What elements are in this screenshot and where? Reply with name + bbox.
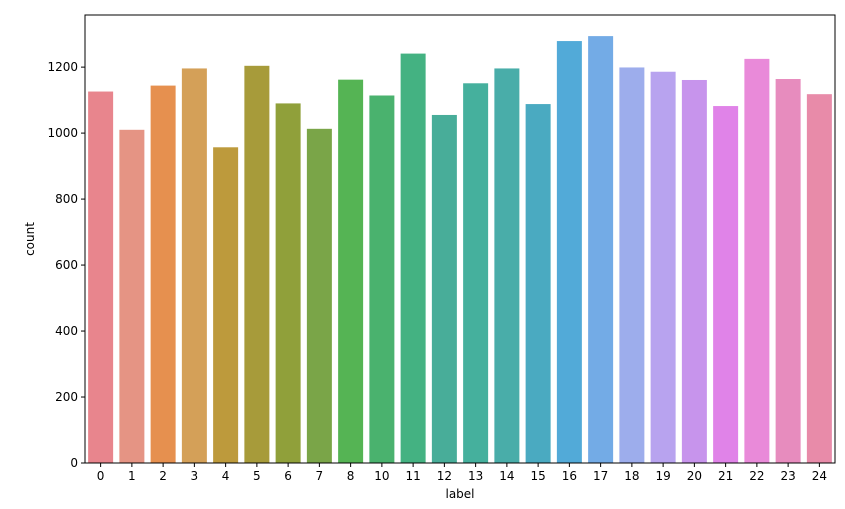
x-tick-label: 12 <box>437 469 452 483</box>
bar-8 <box>338 79 364 463</box>
bar-12 <box>431 114 457 463</box>
x-tick-label: 10 <box>374 469 389 483</box>
y-tick-label: 600 <box>55 258 78 272</box>
bar-3 <box>181 68 207 463</box>
bar-10 <box>369 95 395 463</box>
y-tick-label: 400 <box>55 324 78 338</box>
x-tick-label: 1 <box>128 469 136 483</box>
x-tick-label: 2 <box>159 469 167 483</box>
bar-17 <box>588 36 614 463</box>
x-tick-label: 24 <box>812 469 827 483</box>
x-tick-label: 21 <box>718 469 733 483</box>
plot-frame <box>84 14 836 464</box>
y-tick-label: 0 <box>70 456 78 470</box>
x-tick-label: 8 <box>347 469 355 483</box>
x-tick-label: 19 <box>655 469 670 483</box>
bar-23 <box>775 79 801 463</box>
bar-2 <box>150 85 176 464</box>
x-tick-label: 22 <box>749 469 764 483</box>
bar-22 <box>744 58 770 464</box>
y-tick-label: 1000 <box>47 126 78 140</box>
bar-19 <box>650 71 676 463</box>
bar-15 <box>525 104 551 463</box>
x-tick-label: 14 <box>499 469 514 483</box>
x-tick-label: 23 <box>780 469 795 483</box>
x-tick-label: 5 <box>253 469 261 483</box>
y-tick-label: 200 <box>55 390 78 404</box>
x-tick-label: 17 <box>593 469 608 483</box>
x-tick-label: 0 <box>97 469 105 483</box>
x-axis-label: label <box>445 487 474 501</box>
y-axis-ticks: 0 200 400 600 800 1000 1200 <box>47 60 85 470</box>
x-tick-label: 3 <box>191 469 199 483</box>
x-tick-label: 20 <box>687 469 702 483</box>
bar-4 <box>213 147 239 463</box>
bar-14 <box>494 68 520 463</box>
x-tick-label: 13 <box>468 469 483 483</box>
bars-group <box>88 36 832 464</box>
x-tick-label: 4 <box>222 469 230 483</box>
bar-5 <box>244 65 270 463</box>
y-tick-label: 800 <box>55 192 78 206</box>
y-axis-label: count <box>23 222 37 256</box>
bar-24 <box>806 94 832 463</box>
bar-21 <box>713 106 739 463</box>
x-axis-ticks: 0 1 2 3 4 5 6 7 8 10 11 12 13 14 15 16 17 18 19 20 21 22 23 24 <box>97 463 827 483</box>
x-tick-label: 11 <box>405 469 420 483</box>
x-tick-label: 18 <box>624 469 639 483</box>
bar-1 <box>119 129 145 463</box>
bar-0 <box>88 91 114 464</box>
x-tick-label: 16 <box>562 469 577 483</box>
y-tick-label: 1200 <box>47 60 78 74</box>
bar-13 <box>463 83 489 463</box>
bar-6 <box>275 103 301 464</box>
x-tick-label: 15 <box>530 469 545 483</box>
bar-11 <box>400 53 426 464</box>
bar-20 <box>681 79 707 464</box>
x-tick-label: 6 <box>284 469 292 483</box>
bar-18 <box>619 67 645 463</box>
x-tick-label: 7 <box>316 469 324 483</box>
bar-7 <box>306 128 332 463</box>
bar-16 <box>556 41 582 463</box>
